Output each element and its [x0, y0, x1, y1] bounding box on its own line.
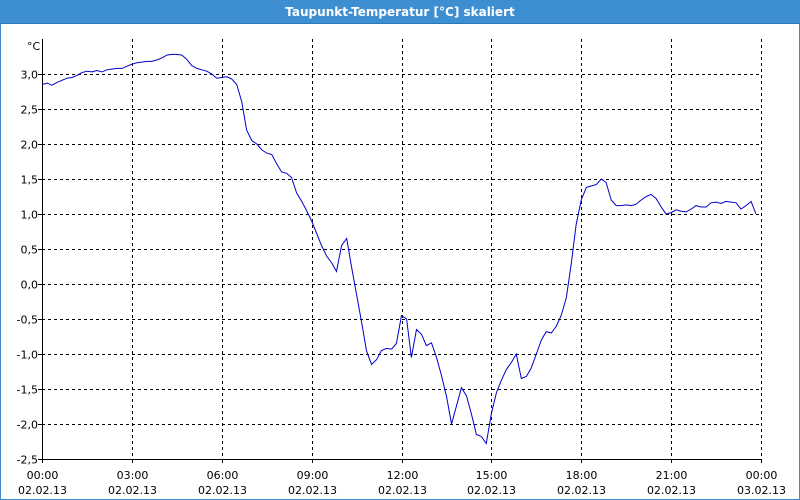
x-axis-ticks: 00:00 02.02.13 03:00 02.02.13 06:00 02.02.13 0…: [18, 459, 786, 497]
chart-axes: [42, 39, 762, 460]
x-tick-date-label: 02.02.13: [288, 484, 337, 497]
y-tick-label: 1,0: [21, 209, 39, 222]
x-tick-date-label: 02.02.13: [647, 484, 696, 497]
x-tick-time-label: 00:00: [27, 469, 59, 482]
y-tick-label: 0,5: [21, 244, 39, 257]
x-tick-time-label: 03:00: [117, 469, 149, 482]
x-tick-time-label: 18:00: [566, 469, 598, 482]
y-tick-label: -1,5: [17, 384, 38, 397]
x-tick-date-label: 02.02.13: [467, 484, 516, 497]
x-tick-date-label: 02.02.13: [198, 484, 247, 497]
y-tick-label: 2,5: [21, 104, 39, 117]
y-axis-ticks: 3,0 2,5 2,0 1,5 1,0 0,5 0,0 -0,5 -1,0 -1,5 -2,0 -2,…: [17, 69, 42, 467]
x-tick-time-label: 21:00: [656, 469, 688, 482]
y-tick-label: 1,5: [21, 174, 39, 187]
x-tick-date-label: 02.02.13: [557, 484, 606, 497]
x-tick-date-label: 02.02.13: [18, 484, 67, 497]
y-tick-label: 3,0: [21, 69, 39, 82]
x-tick-date-label: 03.02.13: [737, 484, 786, 497]
y-tick-label: 0,0: [21, 279, 39, 292]
plot-area: [42, 39, 761, 459]
y-tick-label: 2,0: [21, 139, 39, 152]
x-tick-time-label: 09:00: [297, 469, 329, 482]
x-tick-time-label: 00:00: [746, 469, 778, 482]
x-tick-date-label: 02.02.13: [108, 484, 157, 497]
x-tick-time-label: 15:00: [476, 469, 508, 482]
x-tick-time-label: 12:00: [387, 469, 419, 482]
y-tick-label: -2,5: [17, 454, 38, 467]
y-tick-label: -0,5: [17, 314, 38, 327]
y-tick-label: -2,0: [17, 419, 38, 432]
x-tick-date-label: 02.02.13: [378, 484, 427, 497]
x-tick-time-label: 06:00: [207, 469, 239, 482]
y-axis-unit-label: °C: [27, 40, 41, 53]
y-tick-label: -1,0: [17, 349, 38, 362]
chart-grid: [42, 39, 761, 459]
series-line: [41, 53, 757, 445]
window-title: Taupunkt-Temperatur [°C] skaliert: [1, 1, 799, 24]
